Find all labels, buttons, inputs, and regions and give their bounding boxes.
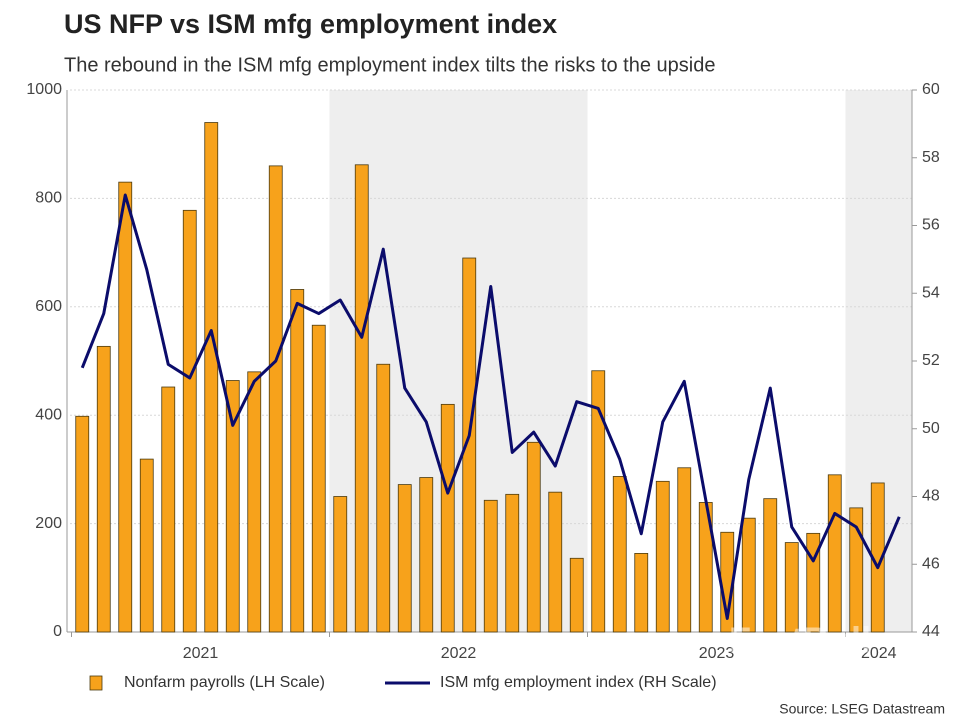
bar xyxy=(376,363,391,633)
y2-tick-label: 46 xyxy=(922,555,940,572)
y2-tick-label: 54 xyxy=(922,284,940,301)
y-tick-label: 0 xyxy=(53,623,62,640)
bar xyxy=(462,257,477,633)
bar xyxy=(677,467,692,633)
bar xyxy=(526,441,541,633)
bar xyxy=(440,403,455,633)
bar xyxy=(655,480,670,633)
x-tick-label: 2024 xyxy=(861,645,897,662)
y-tick-label: 200 xyxy=(35,515,62,532)
legend-label: ISM mfg employment index (RH Scale) xyxy=(440,674,717,691)
watermark: FastBull xyxy=(729,620,871,661)
bar xyxy=(139,458,154,633)
legend-label: Nonfarm payrolls (LH Scale) xyxy=(124,674,325,691)
line xyxy=(80,193,901,620)
y-tick-label: 1000 xyxy=(26,81,62,98)
bar xyxy=(849,507,864,633)
bar xyxy=(290,289,305,633)
y2-tick-label: 48 xyxy=(922,488,940,505)
legend-swatch xyxy=(89,675,103,691)
bar xyxy=(741,517,756,633)
year-shade xyxy=(329,90,588,632)
bar xyxy=(75,415,90,633)
y2-tick-label: 44 xyxy=(922,623,940,640)
bar xyxy=(118,181,133,633)
bar xyxy=(333,496,348,633)
bar xyxy=(161,386,176,633)
bar xyxy=(505,493,520,633)
y2-tick-label: 58 xyxy=(922,149,940,166)
x-tick-label: 2022 xyxy=(441,645,477,662)
y2-tick-label: 52 xyxy=(922,352,940,369)
bar xyxy=(612,476,627,633)
bar xyxy=(591,370,606,633)
y2-tick-label: 50 xyxy=(922,420,940,437)
x-tick-label: 2021 xyxy=(183,645,219,662)
y-tick-label: 400 xyxy=(35,406,62,423)
source: Source: LSEG Datastream xyxy=(779,701,945,717)
bar xyxy=(548,491,563,633)
bar xyxy=(634,553,649,633)
bar xyxy=(204,122,219,633)
bar xyxy=(569,557,584,633)
x-tick-label: 2023 xyxy=(699,645,735,662)
y2-tick-label: 60 xyxy=(922,81,940,98)
bar xyxy=(225,380,240,633)
y-tick-label: 800 xyxy=(35,190,62,207)
bar xyxy=(419,477,434,633)
bar xyxy=(827,474,842,633)
bar xyxy=(311,324,326,633)
chart-title: US NFP vs ISM mfg employment index xyxy=(64,9,557,39)
bar xyxy=(397,484,412,633)
y2-tick-label: 56 xyxy=(922,217,940,234)
bar xyxy=(247,371,262,633)
bar xyxy=(96,345,111,633)
bar xyxy=(268,165,283,633)
bar xyxy=(763,498,778,633)
y-tick-label: 600 xyxy=(35,298,62,315)
chart-subtitle: The rebound in the ISM mfg employment in… xyxy=(64,54,715,76)
bar xyxy=(354,164,369,633)
bar xyxy=(182,209,197,633)
bar xyxy=(483,499,498,633)
bar xyxy=(784,542,799,633)
